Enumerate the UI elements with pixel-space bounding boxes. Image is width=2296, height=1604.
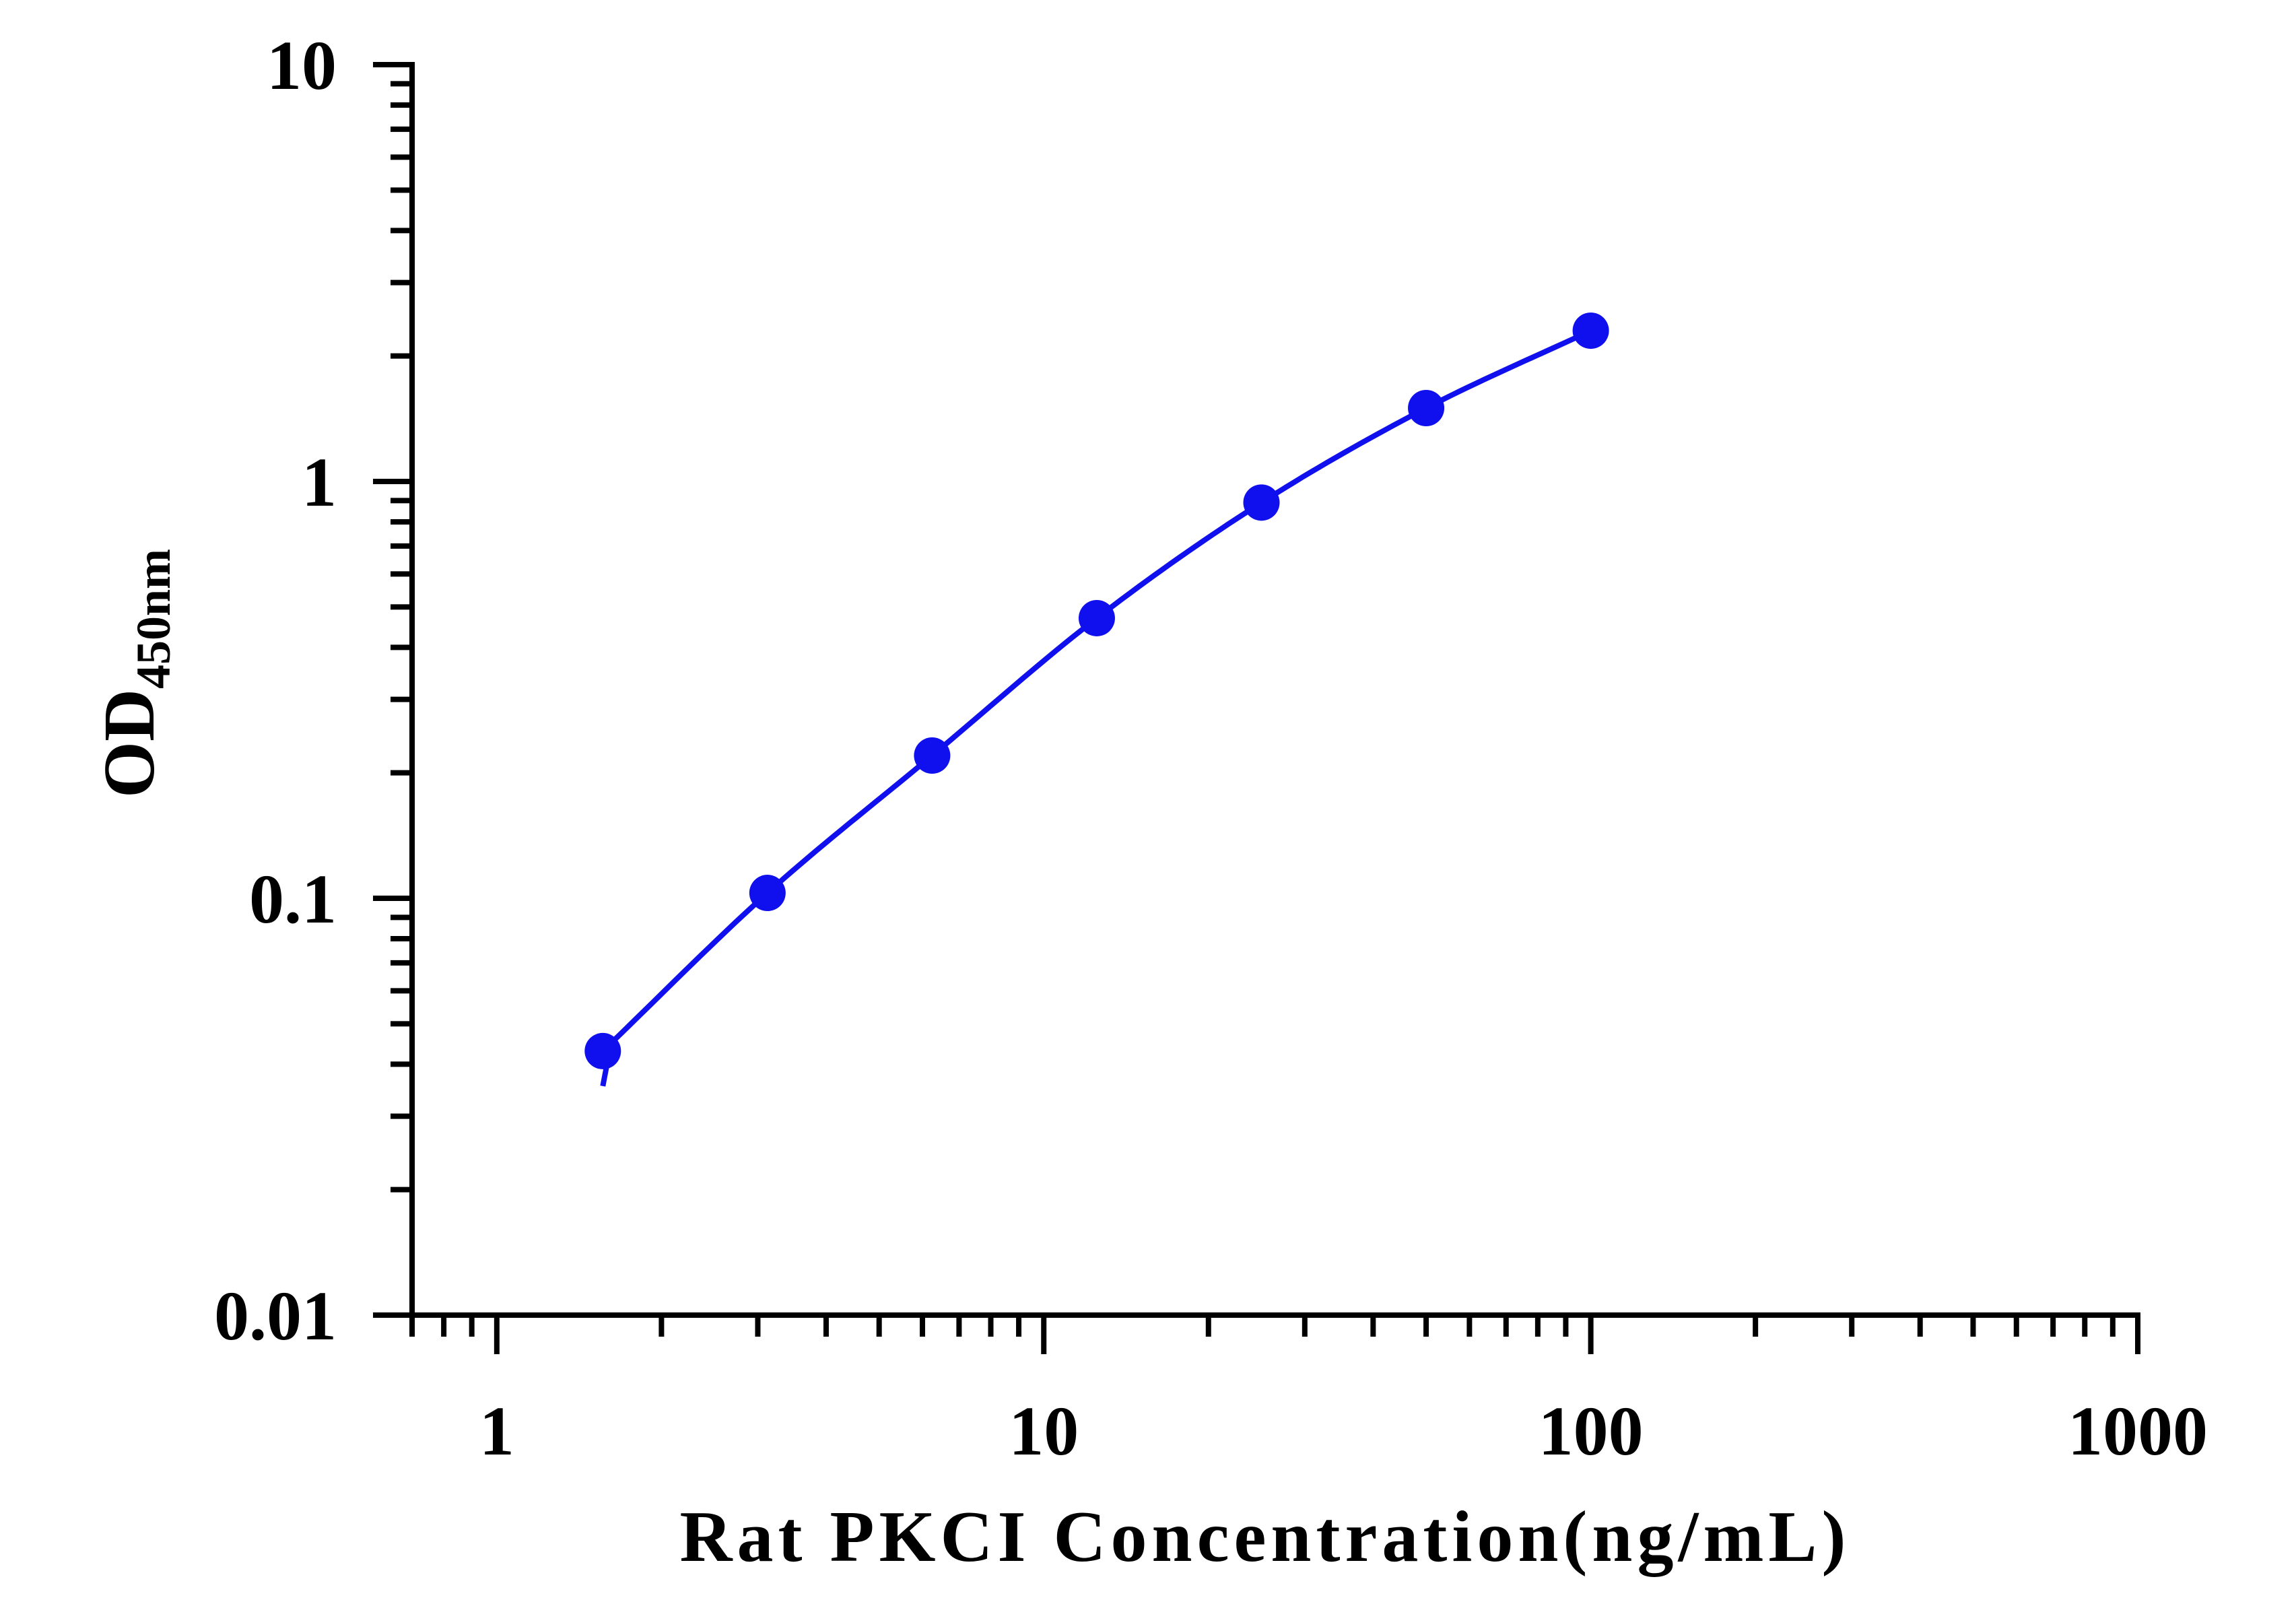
x-major-ticks bbox=[494, 1315, 2140, 1354]
y-axis-title-subscript: 450nm bbox=[127, 549, 180, 689]
y-tick-label: 10 bbox=[267, 27, 337, 104]
x-axis-title: Rat PKCI Concentration(ng/mL) bbox=[680, 1497, 1851, 1577]
data-point bbox=[584, 1032, 621, 1069]
data-point bbox=[914, 737, 951, 774]
x-minor-ticks bbox=[409, 1315, 2116, 1337]
x-tick-label: 10 bbox=[1009, 1393, 1079, 1470]
data-point bbox=[1572, 312, 1609, 349]
data-series bbox=[584, 312, 1609, 1087]
y-tick-labels: 0.01 0.1 1 10 bbox=[214, 27, 337, 1355]
data-point bbox=[749, 875, 786, 912]
y-axis-title-main: OD bbox=[90, 689, 170, 798]
y-tick-label: 0.01 bbox=[214, 1277, 337, 1355]
y-tick-label: 1 bbox=[302, 444, 337, 521]
x-tick-labels: 1 10 100 1000 bbox=[479, 1393, 2208, 1470]
y-minor-ticks bbox=[391, 81, 412, 1193]
x-tick-label: 100 bbox=[1539, 1393, 1644, 1470]
y-axis: 0.01 0.1 1 10 bbox=[214, 27, 415, 1355]
y-major-ticks bbox=[373, 62, 412, 1318]
data-point bbox=[1408, 389, 1445, 426]
data-point bbox=[1243, 484, 1280, 521]
fit-curve bbox=[600, 328, 1592, 1087]
x-tick-label: 1 bbox=[479, 1393, 514, 1470]
x-axis: 1 10 100 1000 bbox=[409, 1312, 2208, 1470]
y-tick-label: 0.1 bbox=[249, 861, 337, 938]
x-tick-label: 1000 bbox=[2068, 1393, 2208, 1470]
y-axis-title: OD450nm bbox=[90, 549, 180, 798]
data-point bbox=[1078, 599, 1115, 636]
